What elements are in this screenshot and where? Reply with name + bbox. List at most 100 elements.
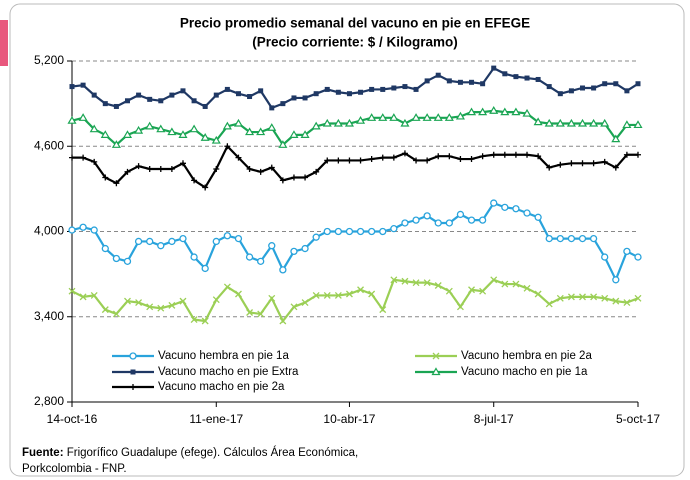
marker <box>157 304 165 312</box>
marker <box>466 107 477 116</box>
marker <box>268 242 276 250</box>
marker <box>222 121 232 130</box>
marker <box>334 291 342 299</box>
marker <box>512 280 520 288</box>
marker <box>623 151 630 158</box>
marker <box>91 92 97 98</box>
marker <box>146 237 154 246</box>
marker <box>435 153 442 160</box>
marker <box>302 174 309 181</box>
marker <box>634 294 642 302</box>
marker <box>68 287 76 295</box>
marker <box>566 118 576 127</box>
legend-label: Vacuno hembra en pie 1a <box>158 350 289 362</box>
marker <box>301 244 309 253</box>
marker <box>135 299 143 307</box>
marker <box>179 234 187 243</box>
marker <box>102 174 109 181</box>
marker <box>324 86 330 92</box>
marker <box>233 118 244 127</box>
marker <box>601 294 609 302</box>
marker <box>424 157 431 164</box>
marker <box>130 369 136 375</box>
marker <box>567 293 575 301</box>
marker <box>469 79 475 85</box>
marker <box>69 154 75 161</box>
marker <box>201 264 209 273</box>
marker <box>313 168 320 175</box>
marker <box>157 165 164 172</box>
marker <box>346 157 353 164</box>
marker <box>369 86 375 92</box>
marker <box>156 124 166 133</box>
marker <box>278 140 288 148</box>
marker <box>523 209 531 217</box>
marker <box>490 151 497 158</box>
marker <box>412 279 420 287</box>
marker <box>556 234 564 243</box>
marker <box>268 294 276 302</box>
marker <box>401 277 409 285</box>
marker <box>513 74 519 80</box>
marker <box>113 180 120 187</box>
marker <box>478 107 488 116</box>
marker <box>568 160 575 167</box>
marker <box>357 157 364 164</box>
legend-label: Vacuno hembra en pie 2a <box>461 350 592 362</box>
marker <box>191 177 198 184</box>
marker <box>280 101 286 107</box>
marker <box>245 127 255 136</box>
marker <box>191 98 197 104</box>
marker <box>136 92 142 98</box>
marker <box>501 280 509 288</box>
marker <box>557 161 564 168</box>
marker <box>435 72 441 78</box>
marker <box>213 165 220 172</box>
marker <box>190 253 198 261</box>
marker <box>601 253 609 261</box>
marker <box>390 225 398 233</box>
marker <box>178 130 188 138</box>
chart-frame <box>9 3 685 477</box>
marker <box>380 86 386 92</box>
marker <box>467 216 476 224</box>
series-line <box>71 278 639 324</box>
marker <box>168 237 176 246</box>
marker <box>612 297 620 305</box>
marker <box>223 283 231 291</box>
marker <box>490 276 498 284</box>
marker <box>289 130 299 138</box>
marker <box>422 113 432 121</box>
marker <box>124 98 130 104</box>
marker <box>445 219 453 227</box>
marker <box>446 153 453 160</box>
marker <box>235 154 242 161</box>
marker <box>147 96 153 102</box>
marker <box>624 88 630 94</box>
marker <box>67 115 77 124</box>
marker <box>356 115 366 124</box>
marker <box>124 297 131 305</box>
marker <box>589 234 598 243</box>
marker <box>479 287 487 295</box>
marker <box>378 113 388 121</box>
marker <box>367 113 377 121</box>
marker <box>357 286 365 294</box>
marker <box>145 121 155 130</box>
marker <box>500 107 510 116</box>
marker <box>200 133 210 141</box>
marker <box>489 106 499 114</box>
marker <box>535 76 541 82</box>
marker <box>69 84 75 90</box>
marker <box>245 253 254 261</box>
marker <box>91 158 98 165</box>
marker <box>468 156 475 163</box>
marker <box>402 84 408 90</box>
marker <box>78 113 88 121</box>
marker <box>112 310 120 318</box>
marker <box>346 91 352 97</box>
marker <box>545 300 553 308</box>
marker <box>223 232 232 240</box>
series-line <box>71 66 639 110</box>
marker <box>600 118 610 127</box>
